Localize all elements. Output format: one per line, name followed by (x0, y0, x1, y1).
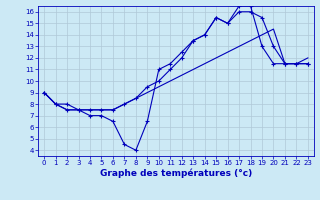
X-axis label: Graphe des températures (°c): Graphe des températures (°c) (100, 169, 252, 178)
